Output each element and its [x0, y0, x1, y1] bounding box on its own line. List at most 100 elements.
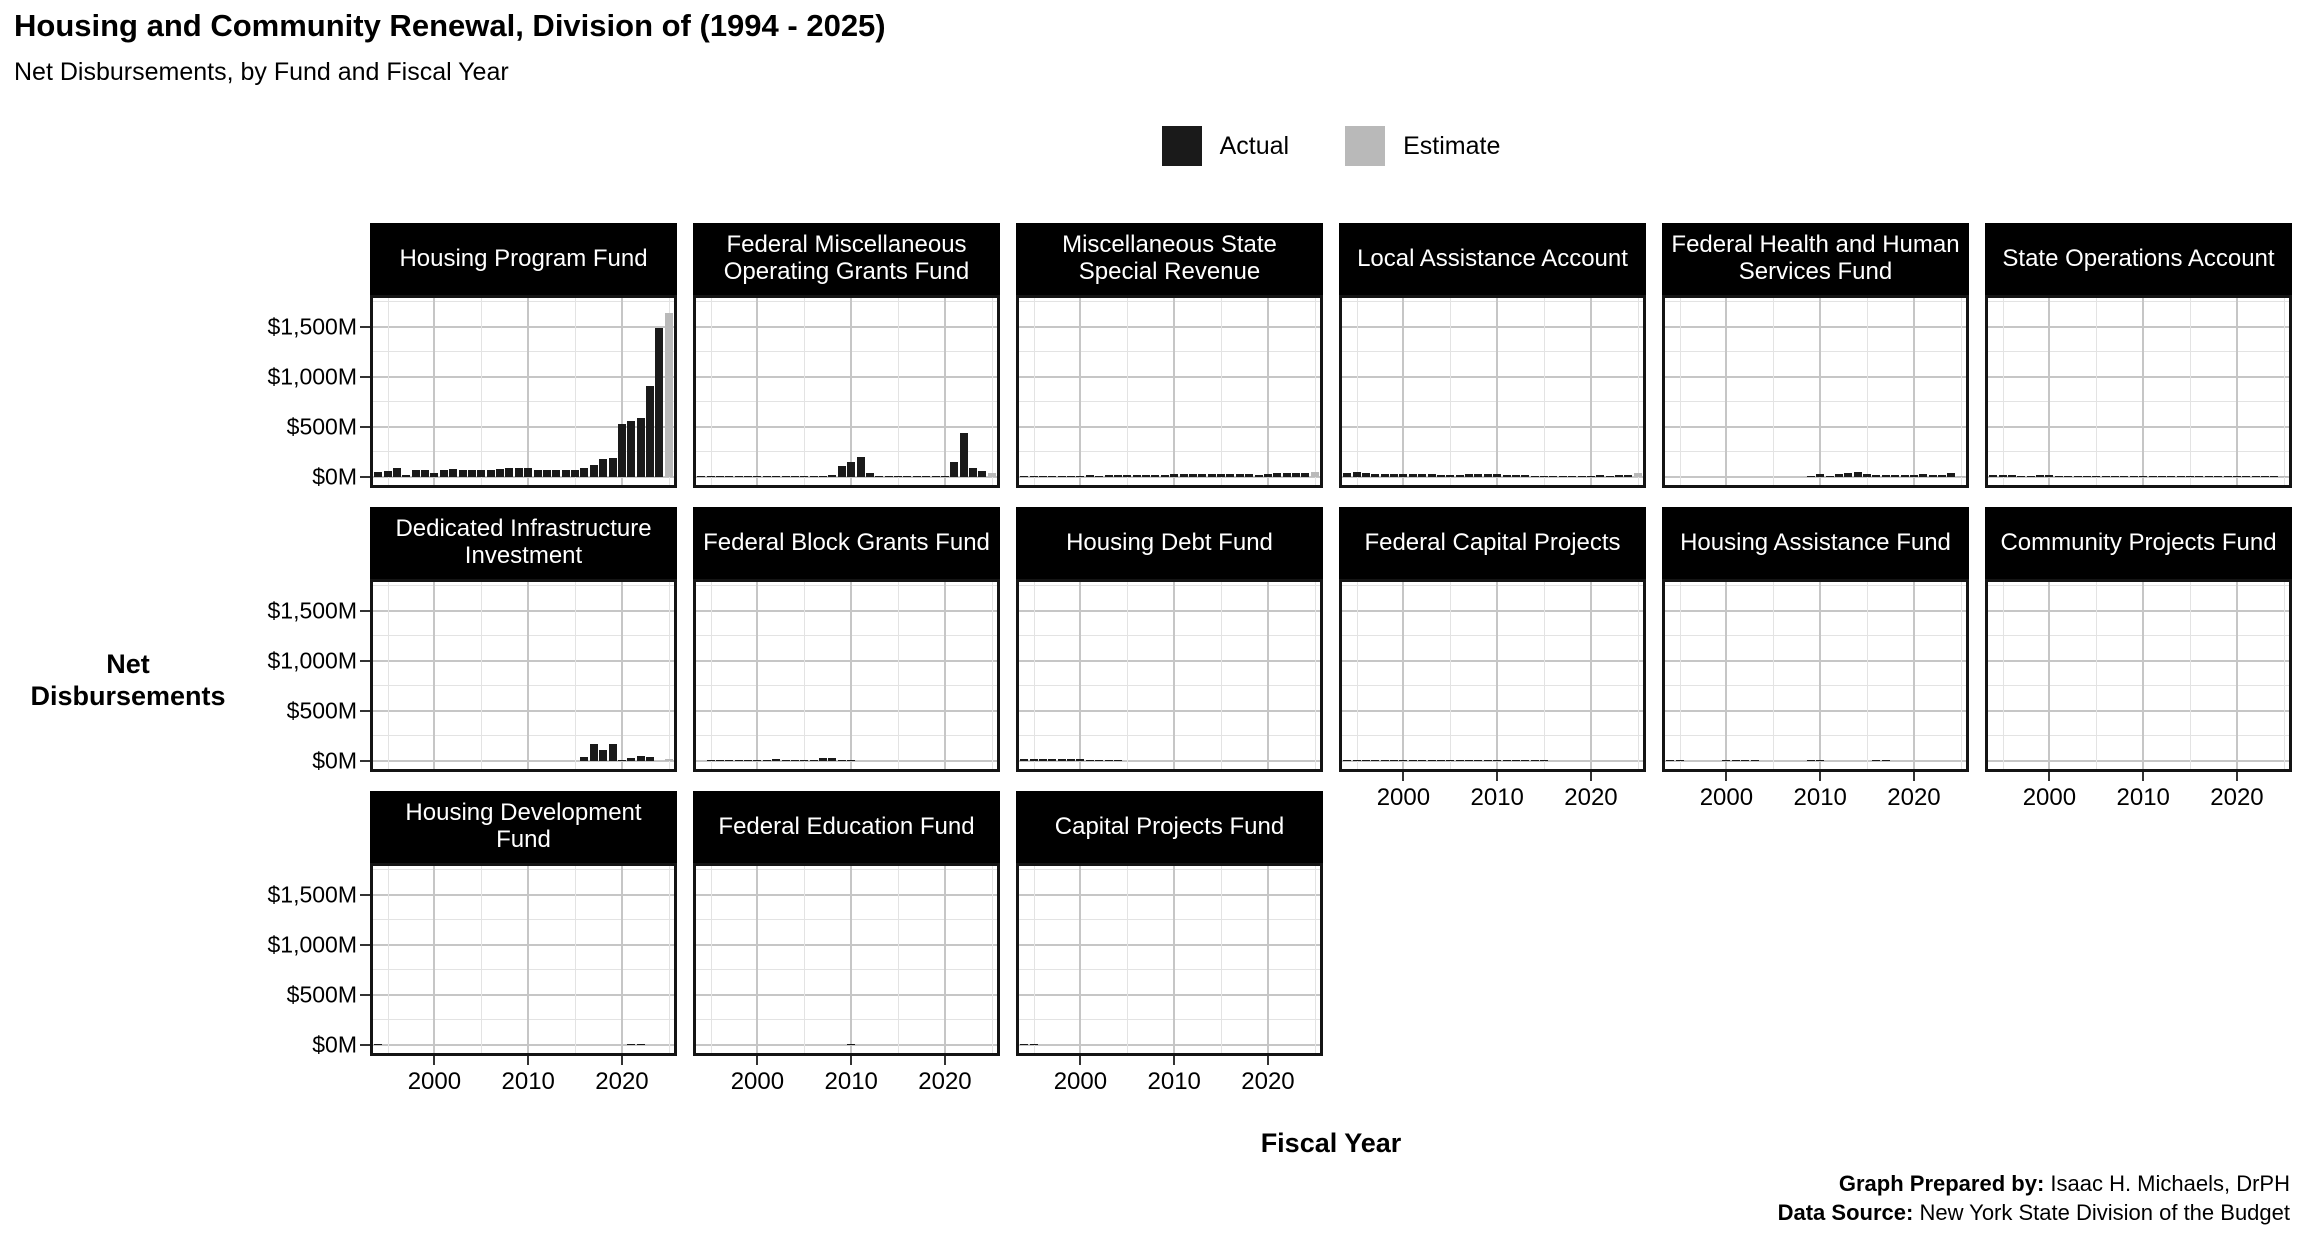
gridline-major-h	[1019, 894, 1320, 896]
gridline-minor-h	[1342, 635, 1643, 636]
gridline-minor-h	[1019, 451, 1320, 452]
gridline-minor-v	[1544, 298, 1546, 485]
bar-actual	[374, 471, 383, 477]
bar-actual	[1675, 760, 1684, 761]
x-tick-label: 2020	[2210, 784, 2264, 811]
gridline-major-v	[850, 866, 853, 1053]
gridline-minor-v	[1221, 582, 1223, 769]
bar-actual	[2111, 475, 2120, 477]
gridline-minor-h	[373, 1019, 674, 1020]
legend-label-estimate: Estimate	[1403, 131, 1501, 160]
gridline-major-h	[1988, 326, 2289, 328]
gridline-major-h	[373, 1044, 674, 1046]
x-tick-mark	[433, 1056, 436, 1065]
bar-actual	[1085, 475, 1094, 477]
bar-actual	[514, 468, 523, 477]
bar-actual	[1067, 759, 1076, 761]
bar-actual	[524, 468, 533, 477]
gridline-minor-v	[710, 582, 712, 769]
gridline-minor-h	[1665, 635, 1966, 636]
facet-title: Dedicated Infrastructure Investment	[370, 507, 677, 579]
estimate-swatch-icon	[1345, 126, 1386, 166]
gridline-major-h	[1988, 376, 2289, 378]
bar-actual	[950, 461, 959, 477]
bar-actual	[725, 760, 734, 761]
bar-actual	[1095, 475, 1104, 477]
gridline-minor-v	[2283, 582, 2285, 769]
gridline-minor-v	[1960, 582, 1962, 769]
gridline-minor-h	[1665, 301, 1966, 302]
bar-actual	[1853, 471, 1862, 477]
gridline-minor-v	[1544, 582, 1546, 769]
x-tick-label: 2020	[1241, 1068, 1295, 1095]
bar-actual	[2045, 475, 2054, 477]
gridline-minor-h	[1988, 735, 2289, 736]
gridline-minor-v	[1960, 298, 1962, 485]
gridline-minor-v	[1450, 298, 1452, 485]
bar-actual	[1806, 760, 1815, 761]
y-tick-label: $500M	[286, 413, 357, 440]
x-tick-label: 2010	[1147, 1068, 1201, 1095]
gridline-major-h	[1342, 476, 1643, 478]
facet-panel: Federal Block Grants Fund	[693, 507, 1000, 772]
gridline-minor-v	[710, 866, 712, 1053]
gridline-minor-h	[1988, 451, 2289, 452]
bar-actual	[1474, 760, 1483, 761]
bar-actual	[847, 760, 856, 761]
gridline-minor-h	[1342, 685, 1643, 686]
x-tick-label: 2010	[501, 1068, 555, 1095]
bar-actual	[725, 476, 734, 477]
bar-actual	[1530, 760, 1539, 761]
bar-actual	[847, 461, 856, 477]
footer-credits: Graph Prepared by: Isaac H. Michaels, Dr…	[1778, 1170, 2290, 1227]
gridline-minor-h	[1342, 451, 1643, 452]
gridline-major-h	[1019, 710, 1320, 712]
bar-actual	[1825, 476, 1834, 477]
gridline-major-v	[1819, 582, 1822, 769]
x-tick-label: 2020	[1564, 784, 1618, 811]
gridline-major-v	[1402, 582, 1405, 769]
y-tick-label: $0M	[312, 463, 357, 490]
bar-estimate	[1633, 473, 1642, 477]
gridline-minor-h	[696, 869, 997, 870]
gridline-major-h	[373, 660, 674, 662]
gridline-major-h	[696, 660, 997, 662]
facet-panel: Local Assistance Account	[1339, 223, 1646, 488]
bar-actual	[402, 474, 411, 477]
bar-actual	[1605, 476, 1614, 477]
bar-actual	[439, 470, 448, 477]
gridline-minor-h	[373, 735, 674, 736]
gridline-major-h	[1665, 610, 1966, 612]
gridline-minor-h	[1019, 685, 1320, 686]
gridline-minor-h	[1988, 301, 2289, 302]
bar-actual	[392, 468, 401, 477]
facet-plot-area	[1339, 295, 1646, 488]
bar-actual	[467, 470, 476, 477]
y-tick-label: $500M	[286, 981, 357, 1008]
bar-estimate	[987, 472, 996, 477]
legend-item-estimate: Estimate	[1345, 126, 1500, 166]
x-tick-label: 2000	[1053, 1068, 1108, 1095]
gridline-minor-h	[696, 401, 997, 402]
bar-actual	[627, 1044, 636, 1045]
gridline-major-v	[527, 582, 530, 769]
facet-panel: Housing Debt Fund	[1016, 507, 1323, 772]
bar-actual	[1292, 473, 1301, 477]
bar-actual	[828, 758, 837, 761]
gridline-minor-h	[1665, 451, 1966, 452]
bar-actual	[1741, 760, 1750, 761]
gridline-minor-h	[1665, 685, 1966, 686]
bar-actual	[2204, 476, 2213, 477]
gridline-major-v	[1589, 298, 1592, 485]
bar-actual	[2167, 476, 2176, 477]
gridline-major-h	[1342, 660, 1643, 662]
gridline-major-v	[1079, 582, 1082, 769]
facet-plot-area: 2000 2010 2020	[693, 863, 1000, 1095]
facet-panel: Federal Capital Projects 2000 2010 2020	[1339, 507, 1646, 811]
gridline-minor-v	[1127, 866, 1129, 1053]
bar-actual	[1844, 473, 1853, 477]
gridline-minor-v	[481, 582, 483, 769]
bar-actual	[1465, 474, 1474, 477]
gridline-major-h	[1342, 710, 1643, 712]
bar-actual	[1380, 760, 1389, 761]
